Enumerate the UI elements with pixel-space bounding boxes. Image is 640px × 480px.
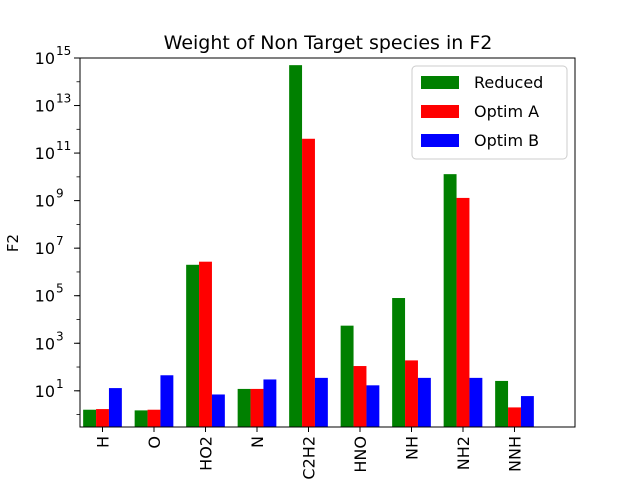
x-tick-label: N <box>248 436 267 448</box>
legend-swatch <box>421 76 459 89</box>
legend-swatch <box>421 105 459 118</box>
x-tick-label: HNO <box>351 436 370 473</box>
bar-nh-optim-a <box>405 360 418 427</box>
bar-n-reduced <box>237 388 251 427</box>
bar-h-optim-a <box>96 409 109 427</box>
y-tick-label: 10 <box>35 144 55 163</box>
y-tick-exponent: 9 <box>56 187 64 201</box>
y-tick-exponent: 11 <box>56 139 71 153</box>
bar-nnh-optim-a <box>508 407 521 427</box>
y-tick-exponent: 5 <box>56 282 64 296</box>
y-tick-label: 10 <box>35 382 55 401</box>
plot-frame <box>79 57 576 428</box>
y-tick-exponent: 7 <box>56 234 64 248</box>
bar-nnh-reduced <box>495 380 509 427</box>
x-ticks: H O HO2 N C2H2 HNO NH NH2 NNH <box>94 427 525 480</box>
y-axis-label: F2 <box>4 234 22 252</box>
bar-hno-optim-b <box>366 385 380 427</box>
bar-nh2-optim-b <box>469 377 483 427</box>
legend-label: Optim B <box>474 131 539 150</box>
y-tick-label: 10 <box>35 49 55 68</box>
bar-ho2-optim-b <box>211 394 225 427</box>
bar-nh2-reduced <box>443 174 457 427</box>
bar-n-optim-a <box>250 388 264 427</box>
bar-n-optim-b <box>263 379 277 427</box>
y-tick-exponent: 13 <box>56 92 71 106</box>
bar-nh-optim-b <box>417 377 431 427</box>
bar-ho2-reduced <box>186 264 200 427</box>
bars-group <box>83 65 534 427</box>
bar-o-reduced <box>134 410 148 427</box>
y-tick-label: 10 <box>35 287 55 306</box>
x-tick-label: HO2 <box>197 436 216 471</box>
bar-o-optim-a <box>147 409 161 427</box>
x-tick-label: NH2 <box>454 436 473 470</box>
x-tick-label: C2H2 <box>300 436 319 480</box>
bar-ho2-optim-a <box>199 261 212 427</box>
x-tick-label: O <box>145 436 164 449</box>
y-tick-label: 10 <box>35 239 55 258</box>
legend: Reduced Optim A Optim B <box>411 65 568 160</box>
x-tick-label: H <box>94 436 113 448</box>
bar-hno-optim-a <box>353 366 367 427</box>
x-tick-label: NH <box>403 436 422 460</box>
bar-c2h2-optim-b <box>314 377 328 427</box>
x-tick-label: NNH <box>506 436 525 472</box>
bar-hno-reduced <box>340 325 354 427</box>
legend-label: Optim A <box>474 102 539 121</box>
bar-nh2-optim-a <box>456 197 470 427</box>
y-tick-label: 10 <box>35 97 55 116</box>
legend-swatch <box>421 134 459 147</box>
legend-label: Reduced <box>474 73 543 92</box>
y-tick-exponent: 15 <box>56 44 71 58</box>
y-tick-label: 10 <box>35 192 55 211</box>
bar-h-optim-b <box>108 388 122 427</box>
bar-nnh-optim-b <box>520 396 534 427</box>
y-tick-exponent: 1 <box>56 377 64 391</box>
y-tick-exponent: 3 <box>56 329 64 343</box>
bar-c2h2-optim-a <box>302 138 315 427</box>
bar-nh-reduced <box>392 298 406 427</box>
bar-c2h2-reduced <box>289 65 303 427</box>
bar-o-optim-b <box>160 375 174 427</box>
chart-title: Weight of Non Target species in F2 <box>164 32 493 54</box>
y-tick-label: 10 <box>35 334 55 353</box>
bar-h-reduced <box>83 409 97 427</box>
